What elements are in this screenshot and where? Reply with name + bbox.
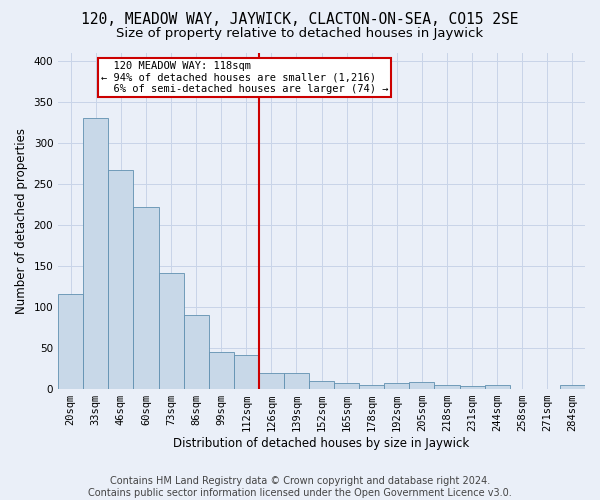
Bar (209, 352, 234, 389)
Text: 120 MEADOW WAY: 118sqm
← 94% of detached houses are smaller (1,216)
  6% of semi: 120 MEADOW WAY: 118sqm ← 94% of detached… (101, 60, 388, 94)
Y-axis label: Number of detached properties: Number of detached properties (15, 128, 28, 314)
Bar (409, 382, 434, 389)
Bar (560, 385, 585, 389)
Bar (83, 118, 109, 389)
Bar (133, 207, 158, 389)
Text: Size of property relative to detached houses in Jaywick: Size of property relative to detached ho… (116, 28, 484, 40)
Bar (284, 374, 309, 389)
Bar (184, 315, 209, 389)
Bar (485, 385, 510, 389)
Bar (334, 384, 359, 389)
Text: 120, MEADOW WAY, JAYWICK, CLACTON-ON-SEA, CO15 2SE: 120, MEADOW WAY, JAYWICK, CLACTON-ON-SEA… (81, 12, 519, 28)
Bar (434, 385, 460, 389)
Bar (460, 386, 485, 389)
Bar (309, 381, 334, 389)
Bar (259, 374, 284, 389)
X-axis label: Distribution of detached houses by size in Jaywick: Distribution of detached houses by size … (173, 437, 470, 450)
Bar (234, 354, 259, 389)
Text: Contains HM Land Registry data © Crown copyright and database right 2024.
Contai: Contains HM Land Registry data © Crown c… (88, 476, 512, 498)
Bar (359, 385, 385, 389)
Bar (158, 274, 184, 389)
Bar (385, 382, 409, 389)
Bar (109, 170, 133, 389)
Bar (58, 294, 83, 389)
